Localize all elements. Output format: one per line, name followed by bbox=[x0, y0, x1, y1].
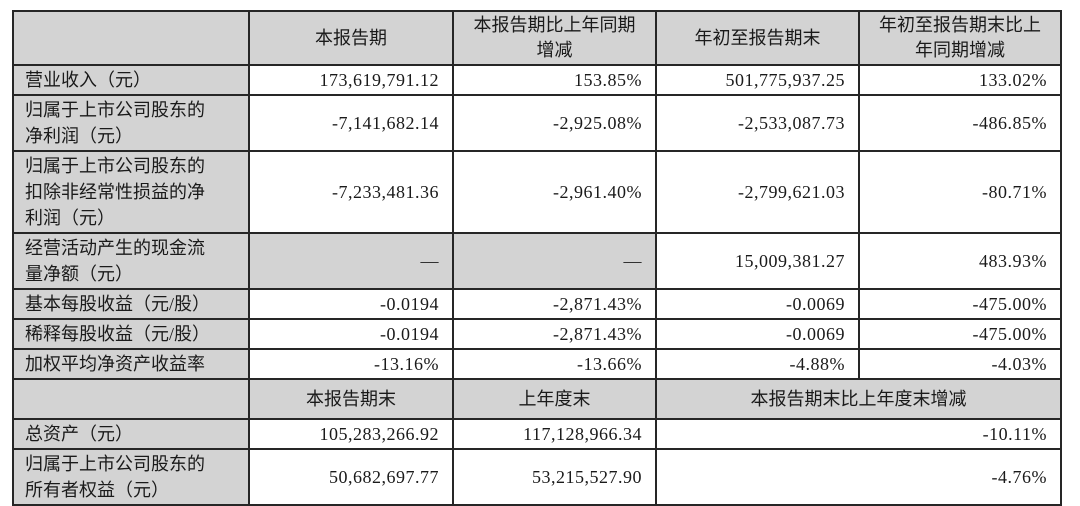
value-cell: -13.16% bbox=[248, 348, 454, 380]
value-cell: -0.0069 bbox=[655, 318, 860, 350]
row-label-cell: 归属于上市公司股东的 扣除非经常性损益的净 利润（元） bbox=[12, 150, 250, 234]
table-header-row-2: 本报告期末 上年度末 本报告期末比上年度末增减 bbox=[12, 378, 1062, 420]
col-header-end-of-last-year: 上年度末 bbox=[452, 378, 657, 420]
row-net-profit-excl-nonrecurring: 归属于上市公司股东的 扣除非经常性损益的净 利润（元） -7,233,481.3… bbox=[12, 150, 1062, 234]
value-cell: 153.85% bbox=[452, 64, 657, 96]
value-cell: -10.11% bbox=[655, 418, 1062, 450]
row-label-cell: 归属于上市公司股东的 所有者权益（元） bbox=[12, 448, 250, 506]
row-label-cell: 经营活动产生的现金流 量净额（元） bbox=[12, 232, 250, 290]
value-cell: -475.00% bbox=[858, 318, 1062, 350]
header-corner-cell bbox=[12, 378, 250, 420]
value-cell: -80.71% bbox=[858, 150, 1062, 234]
value-cell: 15,009,381.27 bbox=[655, 232, 860, 290]
row-label-cell: 营业收入（元） bbox=[12, 64, 250, 96]
row-basic-eps: 基本每股收益（元/股） -0.0194 -2,871.43% -0.0069 -… bbox=[12, 288, 1062, 320]
value-cell: -2,961.40% bbox=[452, 150, 657, 234]
value-cell: -7,141,682.14 bbox=[248, 94, 454, 152]
header-corner-cell bbox=[12, 10, 250, 66]
col-header-end-of-period: 本报告期末 bbox=[248, 378, 454, 420]
value-cell: -2,799,621.03 bbox=[655, 150, 860, 234]
row-label-cell: 稀释每股收益（元/股） bbox=[12, 318, 250, 350]
value-cell: 501,775,937.25 bbox=[655, 64, 860, 96]
value-cell: 117,128,966.34 bbox=[452, 418, 657, 450]
row-net-profit: 归属于上市公司股东的 净利润（元） -7,141,682.14 -2,925.0… bbox=[12, 94, 1062, 152]
table-header-row-1: 本报告期 本报告期比上年同期 增减 年初至报告期末 年初至报告期末比上 年同期增… bbox=[12, 10, 1062, 66]
value-cell: 105,283,266.92 bbox=[248, 418, 454, 450]
value-cell: 133.02% bbox=[858, 64, 1062, 96]
value-cell: -0.0194 bbox=[248, 318, 454, 350]
value-cell: 53,215,527.90 bbox=[452, 448, 657, 506]
row-label-cell: 总资产（元） bbox=[12, 418, 250, 450]
col-header-yoy-change: 本报告期比上年同期 增减 bbox=[452, 10, 657, 66]
value-cell: -2,871.43% bbox=[452, 318, 657, 350]
col-header-change-vs-last-year-end: 本报告期末比上年度末增减 bbox=[655, 378, 1062, 420]
value-cell: -0.0069 bbox=[655, 288, 860, 320]
row-equity-attributable-to-shareholders: 归属于上市公司股东的 所有者权益（元） 50,682,697.77 53,215… bbox=[12, 448, 1062, 506]
row-diluted-eps: 稀释每股收益（元/股） -0.0194 -2,871.43% -0.0069 -… bbox=[12, 318, 1062, 350]
financial-summary-table: 本报告期 本报告期比上年同期 增减 年初至报告期末 年初至报告期末比上 年同期增… bbox=[12, 10, 1062, 506]
value-cell-dash: — bbox=[452, 232, 657, 290]
value-cell: 173,619,791.12 bbox=[248, 64, 454, 96]
value-cell: -13.66% bbox=[452, 348, 657, 380]
value-cell: -2,871.43% bbox=[452, 288, 657, 320]
row-label-cell: 加权平均净资产收益率 bbox=[12, 348, 250, 380]
value-cell: -2,925.08% bbox=[452, 94, 657, 152]
row-operating-cash-flow: 经营活动产生的现金流 量净额（元） — — 15,009,381.27 483.… bbox=[12, 232, 1062, 290]
row-weighted-avg-roe: 加权平均净资产收益率 -13.16% -13.66% -4.88% -4.03% bbox=[12, 348, 1062, 380]
row-total-assets: 总资产（元） 105,283,266.92 117,128,966.34 -10… bbox=[12, 418, 1062, 450]
col-header-ytd: 年初至报告期末 bbox=[655, 10, 860, 66]
value-cell: -4.88% bbox=[655, 348, 860, 380]
value-cell: -486.85% bbox=[858, 94, 1062, 152]
value-cell: 50,682,697.77 bbox=[248, 448, 454, 506]
col-header-current-period: 本报告期 bbox=[248, 10, 454, 66]
value-cell: -2,533,087.73 bbox=[655, 94, 860, 152]
row-operating-revenue: 营业收入（元） 173,619,791.12 153.85% 501,775,9… bbox=[12, 64, 1062, 96]
value-cell-dash: — bbox=[248, 232, 454, 290]
col-header-ytd-yoy-change: 年初至报告期末比上 年同期增减 bbox=[858, 10, 1062, 66]
row-label-cell: 归属于上市公司股东的 净利润（元） bbox=[12, 94, 250, 152]
value-cell: -475.00% bbox=[858, 288, 1062, 320]
value-cell: -4.03% bbox=[858, 348, 1062, 380]
row-label-cell: 基本每股收益（元/股） bbox=[12, 288, 250, 320]
report-page: 本报告期 本报告期比上年同期 增减 年初至报告期末 年初至报告期末比上 年同期增… bbox=[12, 10, 1062, 506]
value-cell: -0.0194 bbox=[248, 288, 454, 320]
value-cell: 483.93% bbox=[858, 232, 1062, 290]
value-cell: -4.76% bbox=[655, 448, 1062, 506]
value-cell: -7,233,481.36 bbox=[248, 150, 454, 234]
